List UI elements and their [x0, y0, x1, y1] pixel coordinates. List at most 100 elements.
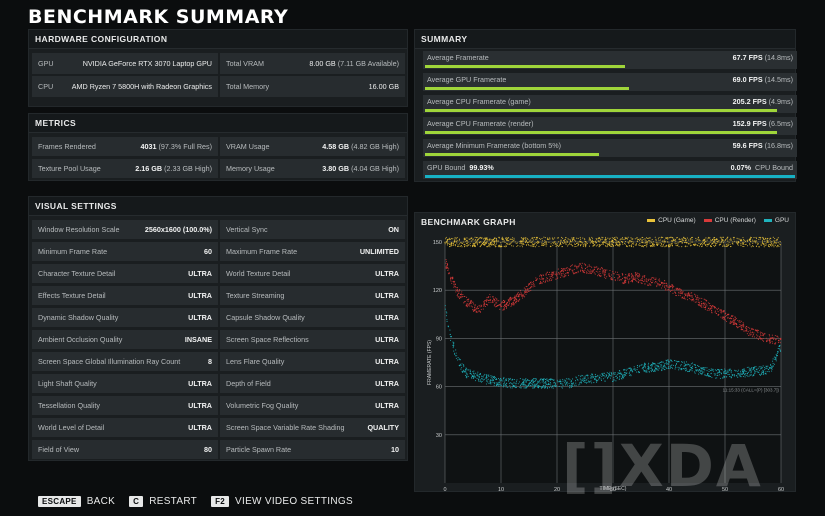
gpu-point	[522, 382, 525, 384]
gpu-point	[632, 275, 634, 277]
gpu-point	[473, 309, 475, 311]
gpu-point	[618, 245, 620, 247]
gpu-point	[683, 297, 685, 299]
gpu-point	[547, 274, 550, 276]
gpu-point	[486, 377, 488, 379]
gpu-point	[665, 237, 667, 239]
gpu-point	[562, 378, 564, 380]
gpu-point	[667, 360, 669, 362]
view-video-settings-label: VIEW VIDEO SETTINGS	[235, 496, 353, 507]
gpu-point	[523, 287, 525, 289]
gpu-point	[524, 384, 526, 386]
gpu-point	[778, 348, 780, 350]
visual-setting-row: Window Resolution Scale 2560x1600 (100.0%…	[32, 220, 218, 239]
gpu-point	[673, 286, 675, 288]
x-tick-label: 30	[610, 487, 616, 491]
visual-setting-row: Ambient Occlusion Quality INSANE	[32, 330, 218, 349]
gpu-point	[727, 313, 729, 316]
gpu-point	[593, 268, 595, 270]
metrics-row: Memory Usage 3.80 GB (4.04 GB High)	[220, 159, 405, 178]
gpu-point	[466, 296, 468, 298]
gpu-point	[485, 237, 487, 239]
gpu-point	[582, 242, 584, 244]
gpu-point	[706, 367, 708, 369]
gpu-point	[520, 293, 522, 295]
gpu-point	[591, 236, 593, 238]
gpu-point	[539, 379, 541, 381]
gpu-point	[574, 265, 576, 267]
gpu-point	[724, 315, 727, 317]
gpu-point	[669, 236, 671, 238]
gpu-point	[488, 382, 490, 384]
gpu-point	[552, 242, 554, 244]
y-tick-label: 90	[436, 336, 442, 342]
gpu-point	[656, 281, 658, 283]
gpu-point	[588, 380, 590, 382]
gpu-point	[518, 293, 520, 295]
gpu-point	[716, 242, 718, 245]
gpu-point	[445, 262, 447, 264]
gpu-point	[549, 277, 551, 279]
gpu-point	[570, 264, 572, 266]
gpu-point	[623, 283, 625, 285]
gpu-point	[754, 329, 756, 331]
gpu-point	[726, 238, 728, 240]
restart-button[interactable]: C RESTART	[129, 496, 197, 507]
gpu-point	[675, 295, 677, 297]
back-button[interactable]: ESCAPE BACK	[38, 496, 115, 507]
gpu-point	[631, 369, 633, 371]
gpu-point	[461, 291, 463, 293]
gpu-point	[486, 380, 488, 382]
gpu-point	[462, 293, 464, 296]
gpu-point	[664, 365, 666, 367]
gpu-point	[465, 241, 467, 243]
gpu-point	[589, 238, 591, 240]
gpu-point	[533, 283, 535, 285]
gpu-point	[688, 295, 690, 297]
gpu-point	[626, 277, 628, 279]
gpu-point	[657, 279, 659, 281]
gpu-point	[625, 274, 627, 276]
gpu-point	[470, 240, 472, 242]
view-video-settings-button[interactable]: F2 VIEW VIDEO SETTINGS	[211, 496, 353, 507]
gpu-point	[562, 269, 564, 271]
gpu-point	[624, 281, 626, 283]
legend-swatch	[703, 218, 712, 222]
gpu-point	[626, 368, 628, 370]
gpu-point	[748, 366, 750, 368]
gpu-point	[705, 299, 707, 301]
gpu-point	[657, 362, 659, 364]
gpu-point	[699, 297, 701, 299]
gpu-point	[646, 246, 648, 248]
gpu-point	[461, 367, 463, 369]
gpu-point	[586, 242, 588, 245]
gpu-point	[522, 379, 524, 381]
gpu-point	[616, 271, 619, 273]
gpu-point	[714, 373, 716, 375]
gpu-point	[618, 242, 620, 244]
gpu-point	[664, 286, 666, 288]
gpu-point	[612, 237, 615, 240]
gpu-point	[609, 237, 611, 239]
gpu-point	[750, 371, 752, 373]
gpu-point	[629, 239, 631, 242]
gpu-point	[535, 238, 537, 240]
gpu-point	[672, 285, 674, 287]
gpu-point	[596, 380, 598, 382]
gpu-point	[658, 243, 660, 245]
legend-label: CPU (Game)	[658, 217, 696, 224]
gpu-point	[584, 272, 586, 274]
gpu-point	[446, 265, 448, 267]
gpu-point	[615, 244, 617, 246]
gpu-point	[591, 373, 593, 375]
gpu-point	[706, 245, 708, 247]
gpu-point	[614, 280, 616, 282]
gpu-point	[683, 297, 685, 299]
gpu-point	[769, 240, 771, 242]
gpu-point	[474, 304, 476, 306]
gpu-point	[529, 287, 531, 289]
gpu-point	[531, 240, 533, 242]
gpu-point	[617, 372, 619, 374]
gpu-point	[634, 244, 636, 246]
gpu-point	[506, 303, 508, 305]
